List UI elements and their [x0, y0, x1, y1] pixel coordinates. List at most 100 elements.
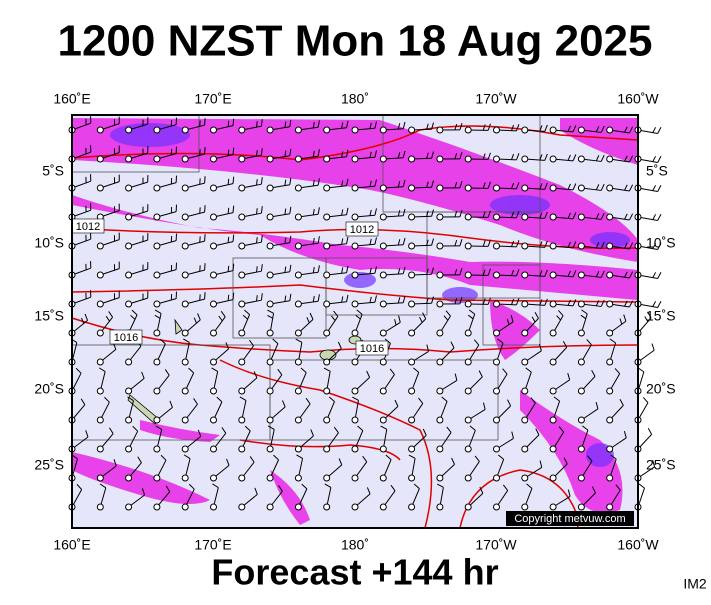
barb-station — [409, 214, 415, 220]
barb-feather — [648, 428, 651, 434]
barb-feather — [658, 185, 661, 191]
map-area: 1012 1012 1016 1016 Copyright metvuw.com — [69, 115, 661, 528]
barb-station — [97, 301, 103, 307]
barb-station — [239, 475, 245, 481]
barb-station — [182, 185, 188, 191]
barb-station — [352, 127, 358, 133]
barb-station — [607, 446, 613, 452]
barb-station — [465, 388, 471, 394]
lon-label: 170˚W — [475, 91, 517, 107]
barb-station — [97, 446, 103, 452]
barb-feather — [639, 484, 645, 488]
barb-station — [267, 214, 273, 220]
barb-station — [494, 156, 500, 162]
barb-station — [578, 504, 584, 510]
barb-station — [607, 185, 613, 191]
barb-station — [352, 156, 358, 162]
barb-station — [126, 446, 132, 452]
lat-label: 15˚S — [34, 308, 64, 324]
barb-station — [380, 185, 386, 191]
barb-station — [211, 127, 217, 133]
barb-station — [494, 504, 500, 510]
barb-station — [182, 475, 188, 481]
copyright: Copyright metvuw.com — [514, 513, 625, 525]
barb-station — [522, 185, 528, 191]
barb-feather — [233, 148, 234, 155]
barb-station — [550, 359, 556, 365]
lon-label: 170˚E — [194, 537, 231, 553]
barb-station — [267, 272, 273, 278]
barb-station — [239, 185, 245, 191]
barb-station — [97, 156, 103, 162]
barb-feather — [233, 119, 234, 126]
barb-station — [295, 243, 301, 249]
barb-station — [352, 475, 358, 481]
barb-station — [182, 417, 188, 423]
barb-station — [182, 504, 188, 510]
footer: Forecast +144 hr — [211, 552, 498, 593]
barb-station — [578, 475, 584, 481]
barb-station — [97, 475, 103, 481]
barb-station — [267, 417, 273, 423]
barb-station — [211, 185, 217, 191]
barb-station — [267, 185, 273, 191]
barb-station — [494, 185, 500, 191]
lon-label: 160˚E — [53, 537, 90, 553]
lon-label: 160˚W — [617, 91, 659, 107]
barb-station — [578, 127, 584, 133]
barb-station — [578, 388, 584, 394]
barb-station — [494, 388, 500, 394]
barb-station — [494, 330, 500, 336]
barb-station — [239, 214, 245, 220]
barb-station — [126, 185, 132, 191]
lon-label: 170˚E — [194, 91, 231, 107]
barb-station — [522, 243, 528, 249]
barb-station — [522, 359, 528, 365]
barb-station — [97, 127, 103, 133]
barb-station — [154, 127, 160, 133]
barb-station — [522, 272, 528, 278]
barb-station — [295, 127, 301, 133]
barb-station — [324, 243, 330, 249]
barb-station — [465, 272, 471, 278]
barb-station — [550, 475, 556, 481]
barb-station — [97, 388, 103, 394]
barb-station — [380, 243, 386, 249]
barb-station — [267, 243, 273, 249]
barb-station — [494, 214, 500, 220]
barb-feather — [233, 206, 234, 213]
barb-feather — [228, 237, 229, 243]
barb-station — [239, 359, 245, 365]
barb-station — [409, 446, 415, 452]
barb-station — [550, 330, 556, 336]
barb-station — [465, 330, 471, 336]
barb-feather — [658, 156, 661, 162]
barb-station — [409, 417, 415, 423]
barb-station — [550, 388, 556, 394]
isobar-label: 1012 — [350, 224, 374, 236]
barb-station — [380, 446, 386, 452]
barb-station — [352, 446, 358, 452]
barb-station — [295, 330, 301, 336]
barb-station — [380, 301, 386, 307]
barb-feather — [653, 214, 656, 219]
barb-station — [578, 272, 584, 278]
barb-station — [239, 504, 245, 510]
barb-station — [465, 504, 471, 510]
barb-station — [267, 127, 273, 133]
barb-station — [607, 214, 613, 220]
barb-station — [550, 301, 556, 307]
isobar-label: 1012 — [76, 221, 100, 233]
barb-station — [126, 359, 132, 365]
barb-station — [324, 272, 330, 278]
barb-feather — [233, 177, 234, 184]
barb-station — [437, 214, 443, 220]
barb-station — [380, 359, 386, 365]
barb-station — [522, 127, 528, 133]
barb-station — [324, 330, 330, 336]
barb-station — [239, 243, 245, 249]
barb-station — [465, 156, 471, 162]
barb-station — [352, 243, 358, 249]
barb-station — [324, 127, 330, 133]
barb-station — [352, 330, 358, 336]
